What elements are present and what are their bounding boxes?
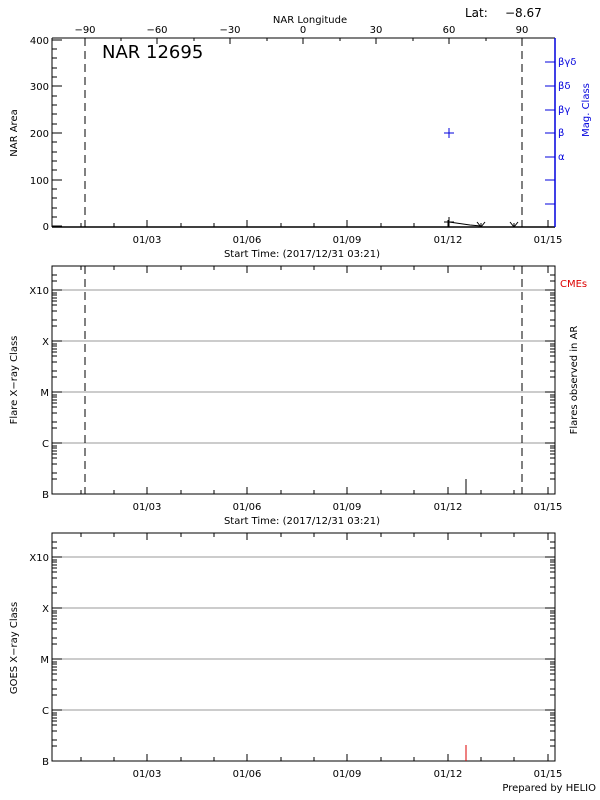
y-tick: B [42, 490, 49, 501]
y-axis-label: GOES X−ray Class [9, 602, 20, 694]
mag-class-marker [444, 128, 454, 138]
x-tick: 01/15 [534, 769, 563, 780]
x-tick: 01/12 [434, 769, 463, 780]
right-axis-label: Flares observed in AR [569, 326, 580, 435]
cme-legend: CMEs [560, 279, 587, 290]
y-tick: C [42, 706, 49, 717]
x-tick: 01/12 [434, 502, 463, 513]
top-axis-label: NAR Longitude [273, 15, 347, 26]
credit: Prepared by HELIO [502, 783, 596, 794]
x-tick: 01/06 [233, 769, 262, 780]
lat-label: Lat: [465, 6, 488, 20]
y-tick: M [40, 388, 49, 399]
x-tick: 01/09 [333, 769, 362, 780]
panel-nar-area: NAR Longitude −90 −60 −30 0 30 60 90 [9, 15, 592, 260]
x-axis-label: Start Time: (2017/12/31 03:21) [224, 249, 380, 260]
y-tick: B [42, 757, 49, 768]
panel-flares: X10 X M C B Flare X−ray Class Flares obs… [9, 265, 587, 527]
x-tick: 01/03 [133, 769, 162, 780]
y-tick: M [40, 655, 49, 666]
top-tick: −30 [219, 25, 240, 36]
y-tick: X10 [29, 553, 49, 564]
x-tick: 01/03 [133, 502, 162, 513]
top-tick: 0 [300, 25, 306, 36]
y-axis-label: Flare X−ray Class [9, 336, 20, 425]
area-series [444, 217, 519, 228]
mag-class-tick: βδ [558, 81, 571, 92]
y-axis-label: NAR Area [9, 109, 20, 156]
mag-class-tick: α [558, 152, 565, 163]
x-tick: 01/15 [534, 235, 563, 246]
top-tick: 60 [443, 25, 456, 36]
y-tick: X10 [29, 286, 49, 297]
top-tick: 90 [516, 25, 529, 36]
x-tick: 01/06 [233, 502, 262, 513]
region-title: NAR 12695 [102, 42, 203, 63]
y-tick: 0 [43, 222, 49, 233]
y-tick: 400 [30, 36, 49, 47]
x-tick: 01/09 [333, 502, 362, 513]
top-tick: −90 [74, 25, 95, 36]
y-tick: C [42, 439, 49, 450]
x-tick: 01/15 [534, 502, 563, 513]
top-tick: 30 [370, 25, 383, 36]
x-tick: 01/09 [333, 235, 362, 246]
y-tick: X [42, 337, 49, 348]
mag-class-tick: β [558, 128, 564, 139]
panel-goes: X10 X M C B GOES X−ray Class 01/03 01/06… [9, 532, 563, 780]
mag-class-tick: βγ [558, 105, 570, 116]
y-tick: 300 [30, 82, 49, 93]
x-tick: 01/03 [133, 235, 162, 246]
top-tick: −60 [146, 25, 167, 36]
x-tick: 01/06 [233, 235, 262, 246]
x-tick: 01/12 [434, 235, 463, 246]
y-tick: 200 [30, 129, 49, 140]
lat-value: −8.67 [505, 6, 542, 20]
mag-class-label: Mag. Class [581, 83, 592, 137]
y-tick: 100 [30, 176, 49, 187]
mag-class-tick: βγδ [558, 57, 576, 68]
y-tick: X [42, 604, 49, 615]
x-axis-label: Start Time: (2017/12/31 03:21) [224, 516, 380, 527]
